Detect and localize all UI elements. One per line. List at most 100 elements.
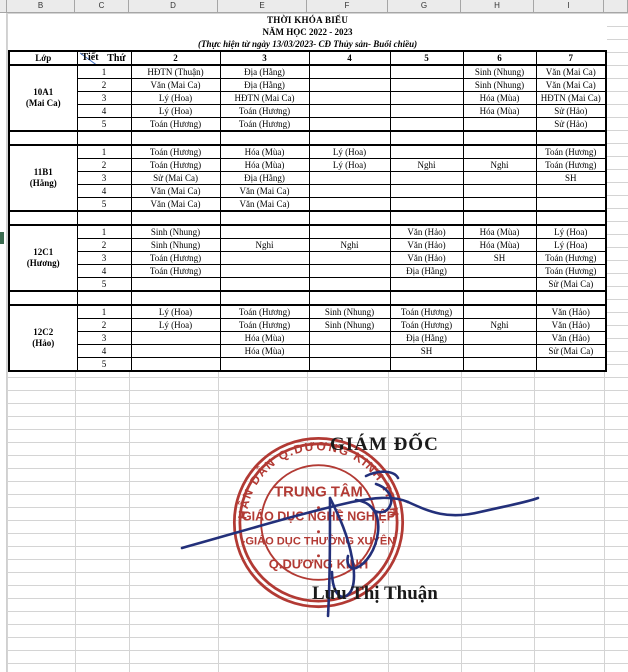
column-header-e[interactable]: E [218,0,307,12]
lesson-cell[interactable]: Hóa (Mùa) [462,104,537,118]
lesson-cell[interactable]: Văn (Mai Ca) [130,184,221,198]
lesson-cell[interactable]: Sử (Mai Ca) [535,344,608,358]
lesson-cell[interactable]: Nghỉ [462,158,537,172]
empty-cell[interactable] [389,197,464,212]
lesson-cell[interactable]: Văn (Hảo) [389,224,464,239]
column-header-c[interactable]: C [75,0,129,12]
column-header-d[interactable]: D [129,0,218,12]
empty-cell[interactable] [462,264,537,278]
empty-cell[interactable] [462,117,537,132]
lesson-cell[interactable]: Lý (Hoa) [130,91,221,105]
lesson-cell[interactable]: Toán (Hương) [535,251,608,265]
lesson-cell[interactable]: Toán (Hương) [219,117,310,132]
empty-cell[interactable] [462,304,537,319]
empty-cell[interactable] [308,197,391,212]
lesson-cell[interactable]: Hóa (Mùa) [462,91,537,105]
empty-cell[interactable] [389,357,464,372]
lesson-cell[interactable]: Nghỉ [462,318,537,332]
lesson-cell[interactable]: Văn (Hảo) [535,318,608,332]
lesson-cell[interactable]: Toán (Hương) [535,158,608,172]
lesson-cell[interactable]: Toán (Hương) [219,318,310,332]
column-header-f[interactable]: F [307,0,388,12]
lesson-cell[interactable]: Hóa (Mùa) [462,224,537,239]
column-header-a[interactable] [0,0,7,12]
empty-cell[interactable] [389,184,464,198]
lesson-cell[interactable]: Sử (Hảo) [535,117,608,132]
empty-cell[interactable] [219,251,310,265]
empty-cell[interactable] [308,78,391,92]
column-header-h[interactable]: H [461,0,534,12]
empty-cell[interactable] [389,91,464,105]
lesson-cell[interactable]: SH [389,344,464,358]
lesson-cell[interactable]: HĐTN (Mai Ca) [535,91,608,105]
empty-cell[interactable] [308,117,391,132]
lesson-cell[interactable]: Địa (Hằng) [219,64,310,79]
lesson-cell[interactable]: Lý (Hoa) [535,224,608,239]
empty-cell[interactable] [308,331,391,345]
column-header-g[interactable]: G [388,0,461,12]
lesson-cell[interactable]: Văn (Mai Ca) [535,64,608,79]
lesson-cell[interactable]: Lý (Hoa) [308,158,391,172]
lesson-cell[interactable]: Địa (Hằng) [219,171,310,185]
lesson-cell[interactable]: Toán (Hương) [130,158,221,172]
empty-cell[interactable] [462,144,537,159]
empty-cell[interactable] [308,264,391,278]
lesson-cell[interactable]: Hóa (Mùa) [462,238,537,252]
empty-cell[interactable] [462,171,537,185]
empty-cell[interactable] [462,277,537,292]
empty-cell[interactable] [535,184,608,198]
empty-cell[interactable] [389,64,464,79]
empty-cell[interactable] [130,344,221,358]
lesson-cell[interactable]: Sinh (Nhung) [308,318,391,332]
lesson-cell[interactable]: Địa (Hằng) [389,331,464,345]
empty-cell[interactable] [308,251,391,265]
empty-cell[interactable] [389,171,464,185]
lesson-cell[interactable]: Văn (Mai Ca) [219,197,310,212]
empty-cell[interactable] [308,344,391,358]
empty-cell[interactable] [389,117,464,132]
empty-cell[interactable] [462,357,537,372]
lesson-cell[interactable]: Văn (Mai Ca) [130,197,221,212]
lesson-cell[interactable]: Sử (Mai Ca) [130,171,221,185]
lesson-cell[interactable]: Văn (Hảo) [535,331,608,345]
lesson-cell[interactable]: Văn (Mai Ca) [535,78,608,92]
lesson-cell[interactable]: Toán (Hương) [219,104,310,118]
empty-cell[interactable] [308,357,391,372]
lesson-cell[interactable]: Lý (Hoa) [130,318,221,332]
lesson-cell[interactable]: Văn (Hảo) [535,304,608,319]
lesson-cell[interactable]: Toán (Hương) [389,318,464,332]
empty-cell[interactable] [130,357,221,372]
empty-cell[interactable] [219,264,310,278]
empty-cell[interactable] [308,171,391,185]
lesson-cell[interactable]: SH [462,251,537,265]
lesson-cell[interactable]: Sinh (Nhung) [308,304,391,319]
lesson-cell[interactable]: Hóa (Mùa) [219,344,310,358]
lesson-cell[interactable]: HĐTN (Thuận) [130,64,221,79]
empty-cell[interactable] [462,184,537,198]
lesson-cell[interactable]: Sinh (Nhung) [462,78,537,92]
lesson-cell[interactable]: Địa (Hằng) [389,264,464,278]
lesson-cell[interactable]: Toán (Hương) [535,144,608,159]
empty-cell[interactable] [389,144,464,159]
lesson-cell[interactable]: Văn (Hảo) [389,238,464,252]
lesson-cell[interactable]: Hóa (Mùa) [219,331,310,345]
lesson-cell[interactable]: Lý (Hoa) [308,144,391,159]
lesson-cell[interactable]: HĐTN (Mai Ca) [219,91,310,105]
column-header-b[interactable]: B [7,0,75,12]
empty-cell[interactable] [389,78,464,92]
empty-cell[interactable] [219,277,310,292]
lesson-cell[interactable]: Sinh (Nhung) [130,238,221,252]
empty-cell[interactable] [389,104,464,118]
empty-cell[interactable] [462,331,537,345]
lesson-cell[interactable]: Toán (Hương) [130,144,221,159]
empty-cell[interactable] [308,224,391,239]
empty-cell[interactable] [308,277,391,292]
lesson-cell[interactable]: Lý (Hoa) [535,238,608,252]
lesson-cell[interactable]: Sinh (Nhung) [130,224,221,239]
lesson-cell[interactable]: Nghỉ [389,158,464,172]
lesson-cell[interactable]: Toán (Hương) [389,304,464,319]
lesson-cell[interactable]: Nghỉ [308,238,391,252]
empty-cell[interactable] [389,277,464,292]
empty-cell[interactable] [462,344,537,358]
empty-cell[interactable] [462,197,537,212]
